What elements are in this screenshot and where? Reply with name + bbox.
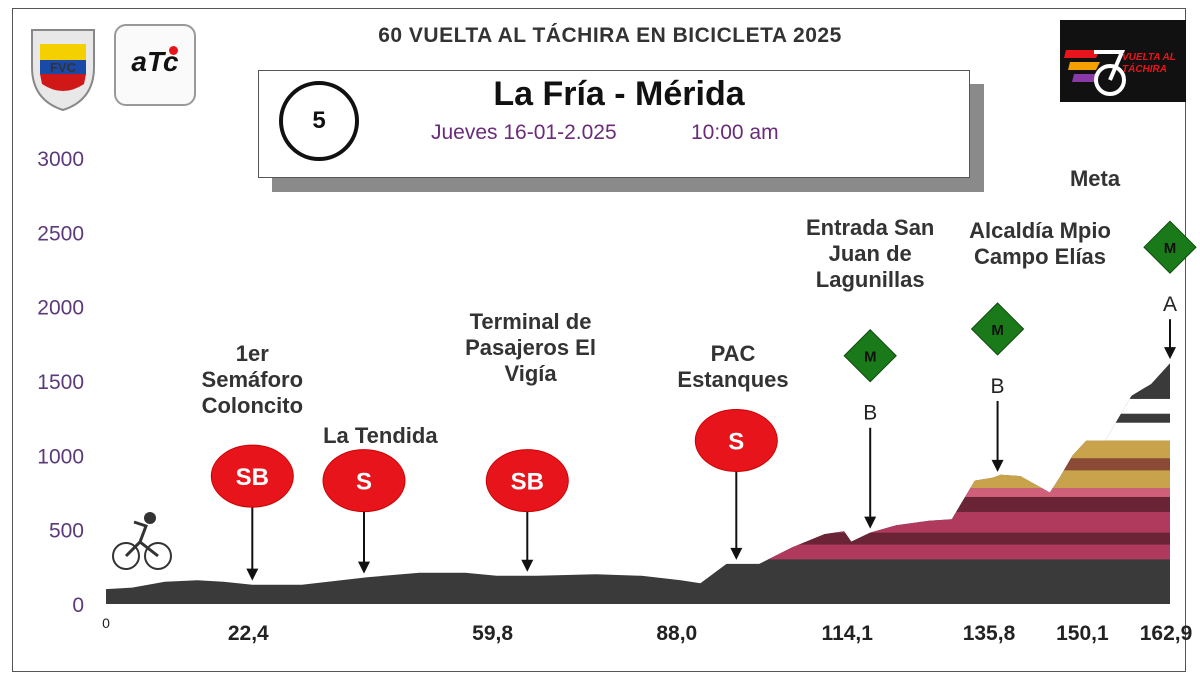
x-tick-label: 22,4 [228,622,269,645]
checkpoint-label: Terminal de Pasajeros El Vigía [465,308,596,386]
mountain-marker-label: M [1164,240,1177,257]
y-tick-label: 1000 [37,445,84,468]
stage-info-box: 5 La Fría - Mérida Jueves 16-01-2.025 10… [258,70,970,178]
y-tick-label: 3000 [37,148,84,171]
stage-number-badge: 5 [279,81,359,161]
vuelta-logo-text: VUELTA AL TÁCHIRA [1122,52,1176,75]
atc-logo: aTc [114,24,196,106]
pointer-arrow [991,459,1004,472]
checkpoint-label: Alcaldía Mpio Campo Elías [969,217,1111,269]
x-tick-label: 162,9 [1140,622,1193,645]
mountain-marker [1143,220,1197,274]
sprint-marker [322,449,406,513]
mountain-category-label: A [1163,293,1177,316]
sprint-marker [485,449,569,513]
cyclist-wheel [112,542,140,570]
mountain-marker [843,329,897,383]
vuelta-logo: VUELTA AL TÁCHIRA [1060,20,1186,102]
checkpoint-label: La Tendida [323,423,438,449]
pointer-arrow [864,516,877,529]
x-tick-label: 88,0 [656,622,697,645]
altitude-band [106,532,1170,545]
sprint-marker-label: S [728,428,744,455]
pointer-arrow [246,568,259,581]
sprint-marker-label: SB [236,464,269,491]
x-start-label: 0 [102,615,110,631]
sprint-marker-label: SB [511,469,544,496]
mountain-category-label: B [991,375,1005,398]
fvc-logo: FVC [31,29,95,112]
cyclist-icon [112,512,172,570]
stage-time: 10:00 am [691,121,779,144]
y-tick-label: 1500 [37,371,84,394]
checkpoint-label: 1er Semáforo Coloncito [201,341,304,419]
atc-logo-text: aTc [131,46,179,77]
cyclist-body [124,520,159,558]
x-tick-label: 114,1 [822,622,874,645]
atc-logo-dot [169,46,178,55]
checkpoint-label: Meta [1069,165,1121,191]
sprint-marker [694,408,778,472]
vuelta-logo-mark [1064,50,1126,96]
fvc-logo-text: FVC [50,60,77,75]
pointer-arrow [730,547,743,560]
mountain-marker-label: M [864,349,877,366]
pointer-arrow [357,561,370,574]
y-tick-label: 2000 [37,297,84,320]
race-title: 60 VUELTA AL TÁCHIRA EN BICICLETA 2025 [378,24,842,47]
pointer-arrow [1164,347,1176,360]
checkpoint-label: PAC Estanques [677,341,789,393]
y-tick-label: 2500 [37,222,84,245]
pointer-arrow [521,559,534,572]
chart-frame [12,8,1186,672]
stage-date: Jueves 16-01-2.025 [431,121,617,144]
mountain-category-label: B [863,402,877,425]
altitude-band [106,422,1170,441]
mountain-marker [970,302,1025,356]
y-tick-label: 500 [49,520,84,543]
sprint-marker [210,444,294,508]
y-tick-label: 0 [72,594,84,617]
x-tick-label: 135,8 [963,622,1016,645]
cyclist-head [144,512,156,524]
mountain-marker-label: M [991,322,1004,339]
x-tick-label: 150,1 [1056,622,1109,645]
altitude-band [106,544,1170,560]
checkpoint-label: Entrada San Juan de Lagunillas [806,214,935,292]
cyclist-wheel [144,542,172,570]
sprint-marker-label: S [356,469,372,496]
x-tick-label: 59,8 [472,622,513,645]
altitude-band [106,511,1170,533]
stage-route: La Fría - Mérida [493,75,745,113]
